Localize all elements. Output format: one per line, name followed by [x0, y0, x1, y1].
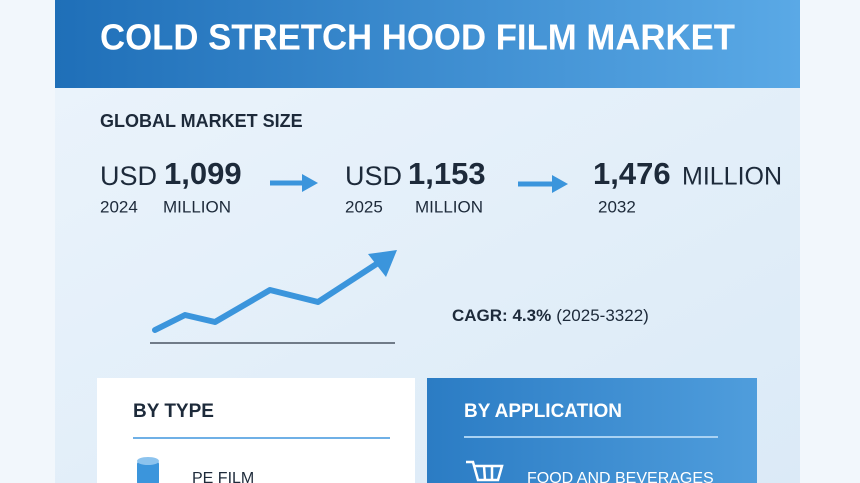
unit: MILLION — [415, 197, 483, 216]
value: 1,099 — [164, 156, 242, 191]
cagr: CAGR: 4.3% (2025-3322) — [452, 306, 649, 325]
segment-item: PE FILM — [192, 470, 254, 483]
year: 2025 — [345, 197, 383, 216]
segment-item: FOOD AND BEVERAGES — [527, 470, 714, 483]
cart-icon — [466, 460, 504, 482]
trend-illustration — [150, 250, 397, 344]
arrow — [518, 175, 568, 193]
section-heading: GLOBAL MARKET SIZE — [100, 111, 303, 131]
cagr-period: (2025-3322) — [556, 306, 649, 325]
header-banner — [55, 0, 800, 88]
unit: MILLION — [682, 163, 782, 191]
arrow — [270, 174, 318, 192]
prefix: USD — [100, 161, 157, 191]
unit: MILLION — [163, 197, 231, 216]
segment-heading: BY APPLICATION — [464, 401, 622, 422]
year: 2032 — [598, 197, 636, 216]
value: 1,153 — [408, 156, 486, 191]
year: 2024 — [100, 197, 138, 216]
segment-heading: BY TYPE — [133, 401, 214, 422]
prefix: USD — [345, 161, 402, 191]
film-roll-icon — [137, 457, 159, 483]
cagr-label: CAGR: 4.3% — [452, 306, 551, 325]
value: 1,476 — [593, 156, 671, 191]
title: COLD STRETCH HOOD FILM MARKET — [100, 17, 735, 58]
